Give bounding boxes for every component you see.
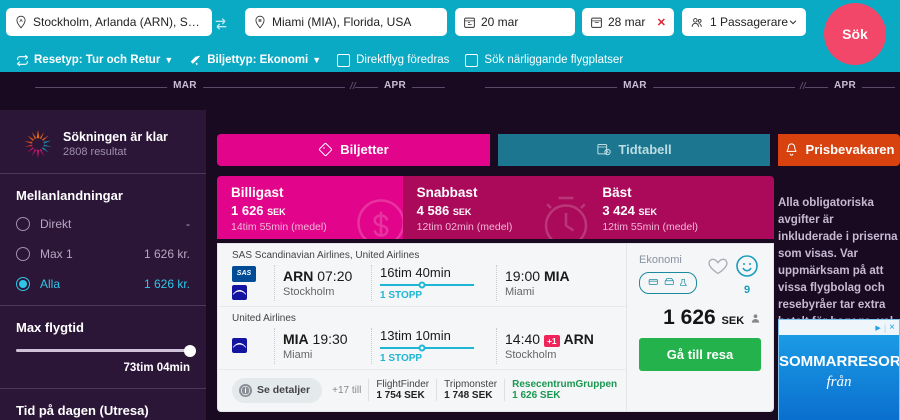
svg-text:B: B [258,18,262,23]
svg-text:A: A [19,18,23,23]
